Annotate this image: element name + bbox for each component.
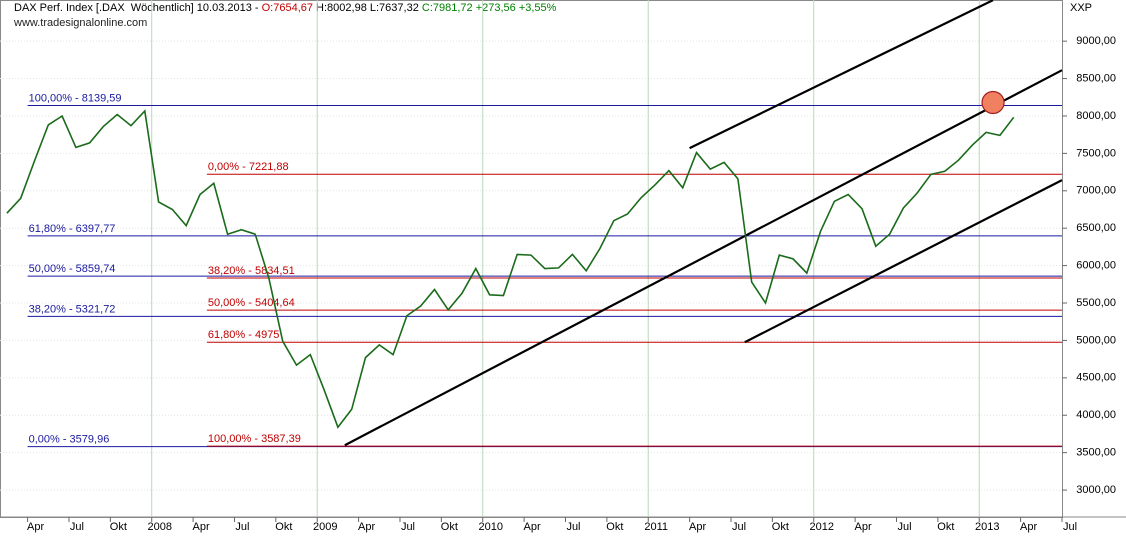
y-tick-label: 7000,00: [1076, 185, 1116, 197]
y-tick-label: 4500,00: [1076, 372, 1116, 384]
fib-label: 0,00% - 3579,96: [29, 434, 110, 446]
fib-label: 100,00% - 8139,59: [29, 92, 122, 104]
fib-label: 100,00% - 3587,39: [208, 433, 301, 445]
fib-label: 61,80% - 6397,77: [29, 223, 116, 235]
x-tick-label: Jul: [235, 521, 249, 533]
x-tick-label: Apr: [524, 521, 541, 533]
x-tick-label: Apr: [27, 521, 44, 533]
y-tick-label: 3000,00: [1076, 484, 1116, 496]
price-line: [6, 109, 1015, 429]
trendline: [344, 69, 1063, 447]
y-tick-label: 5000,00: [1076, 334, 1116, 346]
fib-label: 38,20% - 5321,72: [29, 303, 116, 315]
y-tick-label: 6500,00: [1076, 222, 1116, 234]
header-part: DAX Perf. Index [.DAX Wöchentlich] 10.03…: [14, 2, 262, 14]
x-tick-label: 2013: [975, 521, 999, 533]
y-tick-label: 6000,00: [1076, 260, 1116, 272]
x-tick-label: Jul: [401, 521, 415, 533]
x-tick-label: 2010: [478, 521, 502, 533]
fib-label: 50,00% - 5859,74: [29, 263, 116, 275]
header-part: C:7981,72 +273,56 +3,55%: [422, 2, 557, 14]
x-tick-label: Apr: [1020, 521, 1037, 533]
x-tick-label: 2012: [809, 521, 833, 533]
watermark: www.tradesignalonline.com: [13, 17, 147, 29]
header-part: H:8002,98 L:7637,32: [313, 2, 422, 14]
symbol: XXP: [1070, 2, 1092, 14]
x-tick-label: Okt: [772, 521, 789, 533]
fib-label: 50,00% - 5404,64: [208, 297, 295, 309]
x-tick-label: Jul: [732, 521, 746, 533]
y-tick-label: 9000,00: [1076, 35, 1116, 47]
header: DAX Perf. Index [.DAX Wöchentlich] 10.03…: [14, 2, 557, 14]
y-tick-label: 8000,00: [1076, 110, 1116, 122]
x-tick-label: Apr: [855, 521, 872, 533]
x-tick-label: Okt: [110, 521, 127, 533]
x-tick-label: Jul: [1063, 521, 1077, 533]
trendline: [744, 179, 1063, 344]
y-tick-label: 7500,00: [1076, 147, 1116, 159]
x-tick-label: Okt: [441, 521, 458, 533]
fib-label: 38,20% - 5834,51: [208, 265, 295, 277]
x-tick-label: Jul: [897, 521, 911, 533]
x-tick-label: 2011: [644, 521, 668, 533]
marker: [981, 90, 1005, 115]
y-tick-label: 4000,00: [1076, 409, 1116, 421]
x-tick-label: Jul: [566, 521, 580, 533]
x-tick-label: Apr: [358, 521, 375, 533]
x-tick-label: Apr: [193, 521, 210, 533]
y-tick-label: 8500,00: [1076, 72, 1116, 84]
trendline: [689, 0, 994, 150]
x-tick-label: 2008: [147, 521, 171, 533]
fib-label: 61,80% - 4975: [208, 329, 280, 341]
x-tick-label: 2009: [313, 521, 337, 533]
fib-label: 0,00% - 7221,88: [208, 161, 289, 173]
y-tick-label: 3500,00: [1076, 447, 1116, 459]
y-tick-label: 5500,00: [1076, 297, 1116, 309]
x-tick-label: Apr: [689, 521, 706, 533]
header-part: O:7654,67: [262, 2, 313, 14]
x-tick-label: Okt: [275, 521, 292, 533]
x-tick-label: Okt: [937, 521, 954, 533]
x-tick-label: Okt: [606, 521, 623, 533]
x-tick-label: Jul: [70, 521, 84, 533]
